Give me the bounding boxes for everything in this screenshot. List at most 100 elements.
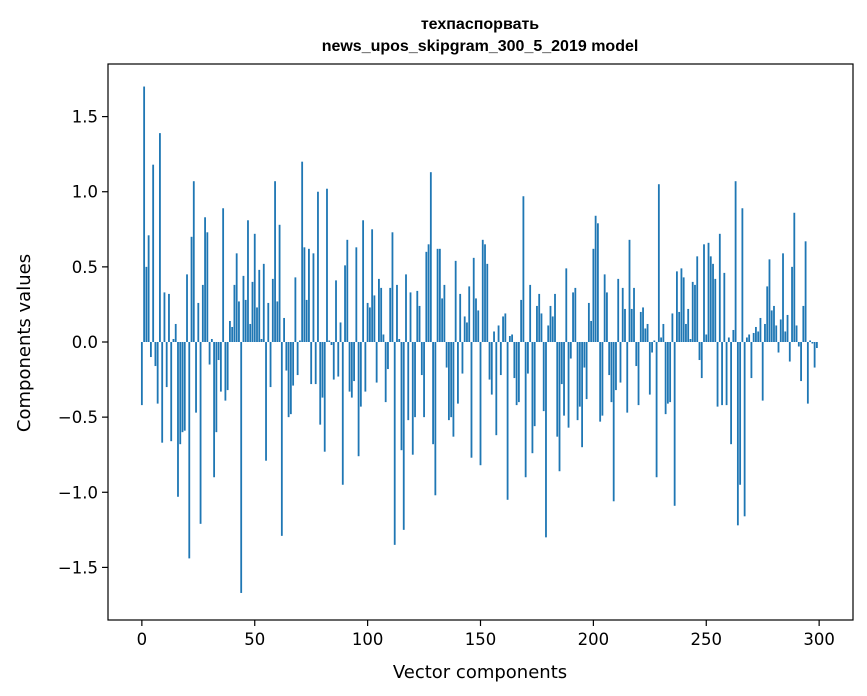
bar (172, 338, 175, 342)
bar (531, 342, 534, 454)
bar (694, 284, 696, 342)
bar (154, 342, 157, 367)
bar (283, 317, 285, 342)
bar (682, 277, 685, 342)
bar (624, 308, 626, 342)
bar (267, 302, 270, 342)
bar (179, 342, 182, 445)
bar (396, 284, 398, 342)
bar (709, 256, 712, 342)
bar (569, 342, 572, 359)
bar (596, 223, 599, 342)
bar (522, 196, 525, 342)
bar (206, 232, 209, 342)
bar (533, 342, 536, 427)
bar (691, 281, 694, 342)
bar (696, 256, 699, 342)
bar (201, 284, 204, 342)
bar (777, 342, 780, 353)
x-tick-label: 50 (244, 630, 265, 649)
bar (240, 342, 243, 593)
bar (337, 342, 340, 377)
bar (418, 305, 421, 342)
bar (466, 322, 468, 342)
bar (723, 272, 726, 342)
bar (741, 208, 744, 342)
bar (666, 342, 669, 404)
bar (797, 342, 800, 347)
bar (210, 338, 213, 342)
bar (642, 307, 644, 342)
chart-title-line2: news_upos_skipgram_300_5_2019 model (322, 38, 639, 55)
bar (768, 259, 771, 342)
bar (615, 342, 617, 391)
bar (366, 302, 369, 342)
bar (599, 342, 602, 422)
bar (432, 342, 434, 445)
bar (581, 342, 583, 448)
bar (229, 320, 231, 342)
bar (368, 307, 371, 342)
bar (425, 251, 428, 342)
bar (152, 164, 155, 342)
bar (504, 313, 507, 342)
bar (204, 217, 206, 342)
bar (752, 332, 755, 342)
bar (529, 284, 532, 342)
bar (700, 342, 703, 379)
bar (213, 342, 216, 478)
x-tick-label: 0 (137, 630, 148, 649)
bar (170, 342, 173, 442)
bar (490, 342, 493, 395)
bar (423, 342, 425, 418)
bar (353, 342, 355, 382)
bar (556, 342, 559, 437)
bar (441, 298, 444, 342)
bar (513, 342, 516, 379)
bar (156, 342, 159, 404)
bar (806, 342, 809, 404)
bar (567, 342, 570, 428)
bar (472, 257, 475, 342)
bar (714, 278, 717, 342)
x-axis-ticks: 0 50 100 150 200 250 300 (137, 620, 835, 649)
bar (734, 181, 737, 342)
bar (601, 342, 604, 416)
bar (411, 342, 414, 455)
bar (190, 236, 193, 342)
bar (222, 208, 225, 342)
bar (159, 133, 161, 342)
bar (427, 244, 430, 342)
bar (310, 342, 313, 385)
bar (551, 316, 554, 342)
bar (181, 342, 184, 433)
bar (387, 342, 389, 370)
bar (344, 265, 346, 342)
bar (486, 263, 489, 342)
bar (508, 335, 511, 342)
bar (384, 342, 387, 403)
bar (400, 342, 403, 451)
bar (285, 342, 288, 371)
bar (215, 342, 218, 433)
y-tick-label: 1.5 (72, 108, 98, 127)
bar (323, 342, 326, 452)
bar (590, 320, 593, 342)
bars-group (140, 86, 818, 593)
bar (739, 342, 742, 485)
bar (260, 338, 263, 342)
bar (540, 313, 543, 342)
bar (463, 316, 466, 342)
bar (224, 342, 227, 401)
bar (364, 342, 367, 392)
bar (219, 342, 222, 392)
bar (547, 325, 550, 342)
bar (511, 334, 514, 342)
bar (251, 281, 254, 342)
bar (680, 268, 683, 342)
bar (226, 342, 229, 391)
bar (341, 342, 344, 485)
y-tick-label: 0.0 (72, 333, 98, 352)
bar (287, 342, 290, 418)
y-tick-label: −1.5 (58, 558, 98, 577)
